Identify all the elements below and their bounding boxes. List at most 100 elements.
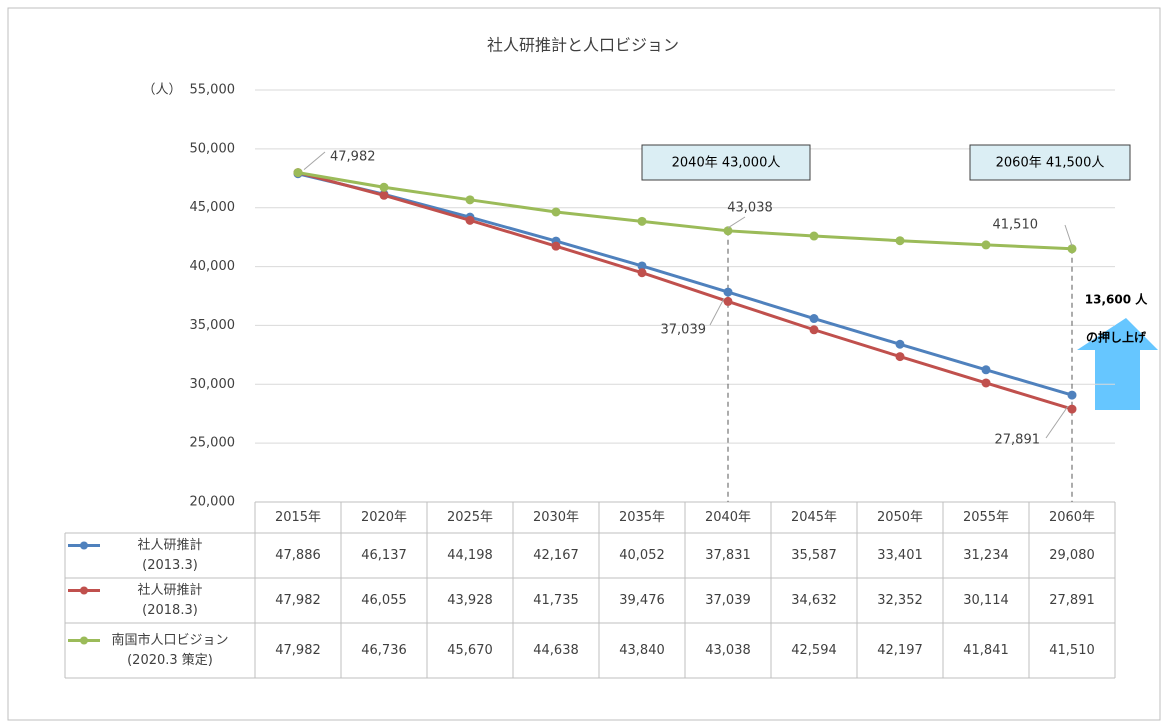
- data-point: [981, 240, 991, 250]
- data-point: [723, 287, 733, 297]
- x-tick-label: 2040年: [705, 510, 751, 525]
- table-cell: 45,670: [447, 643, 493, 658]
- table-cell: 35,587: [791, 548, 837, 563]
- series-line: [297, 171, 1073, 251]
- table-cell: 31,234: [963, 548, 1009, 563]
- legend-marker: [80, 636, 88, 645]
- table-cell: 42,197: [877, 643, 923, 658]
- data-point: [1067, 390, 1077, 400]
- table-cell: 39,476: [619, 593, 665, 608]
- legend-entry: 社人研推計 (2013.3): [137, 537, 203, 573]
- table-cell: 30,114: [963, 593, 1009, 608]
- data-point: [723, 226, 733, 236]
- data-point: [637, 268, 647, 278]
- table-cell: 43,840: [619, 643, 665, 658]
- annotation: の押し上げ: [1086, 330, 1147, 345]
- x-tick-label: 2025年: [447, 510, 493, 525]
- data-point: [809, 325, 819, 335]
- series-line: [297, 171, 1073, 411]
- annotation: 2040年 43,000人: [672, 156, 781, 171]
- data-table: 2015年 2020年 2025年 2030年 2035年 2040年 2045年 2050年…: [64, 501, 1116, 679]
- table-cell: 37,831: [705, 548, 751, 563]
- table-cell: 46,736: [361, 643, 407, 658]
- table-cell: 47,886: [275, 548, 321, 563]
- annotation-box: [969, 144, 1131, 181]
- table-cell: 47,982: [275, 593, 321, 608]
- legend-label: 南国市人口ビジョン (2020.3 策定): [111, 632, 229, 668]
- legend-marker: [80, 541, 88, 550]
- legend-marker: [80, 586, 88, 595]
- data-label: 37,039: [661, 323, 707, 338]
- data-point: [637, 216, 647, 226]
- leader-line: [727, 216, 746, 229]
- data-label: 43,038: [727, 201, 773, 216]
- x-tick-label: 2060年: [1049, 510, 1095, 525]
- data-point: [981, 365, 991, 375]
- y-tick-label: 25,000: [190, 436, 236, 451]
- table-cell: 44,638: [533, 643, 579, 658]
- leader-line: [1045, 405, 1069, 439]
- annotation-box: [641, 144, 811, 181]
- annotation: 2060年 41,500人: [996, 156, 1105, 171]
- data-point: [465, 195, 475, 205]
- data-label: 27,891: [995, 433, 1041, 448]
- data-point: [1067, 244, 1077, 254]
- y-tick-label: 45,000: [190, 200, 236, 215]
- data-point: [637, 261, 647, 271]
- data-point: [981, 378, 991, 388]
- up-arrow: [1077, 318, 1158, 410]
- table-cell: 27,891: [1049, 593, 1095, 608]
- x-tick-label: 2055年: [963, 510, 1009, 525]
- x-tick-label: 2015年: [275, 510, 321, 525]
- table-cell: 32,352: [877, 593, 923, 608]
- leader-line: [1064, 224, 1073, 246]
- table-cell: 43,928: [447, 593, 493, 608]
- data-point: [551, 241, 561, 251]
- data-point: [1067, 404, 1077, 414]
- leader-line: [709, 298, 725, 326]
- data-point: [895, 352, 905, 362]
- table-cell: 47,982: [275, 643, 321, 658]
- x-tick-label: 2035年: [619, 510, 665, 525]
- data-point: [551, 207, 561, 217]
- legend-entry: 社人研推計 (2018.3): [137, 582, 203, 618]
- table-cell: 43,038: [705, 643, 751, 658]
- data-label: 41,510: [993, 218, 1039, 233]
- y-axis-label: （人）: [142, 83, 181, 98]
- data-point: [293, 168, 303, 178]
- annotation: 13,600 人: [1085, 292, 1148, 307]
- chart-title: 社人研推計と人口ビジョン: [487, 36, 679, 55]
- x-tick-label: 2050年: [877, 510, 923, 525]
- legend-label: 社人研推計 (2018.3): [137, 582, 203, 618]
- x-tick-label: 2045年: [791, 510, 837, 525]
- table-cell: 42,594: [791, 643, 837, 658]
- table-cell: 29,080: [1049, 548, 1095, 563]
- data-point: [809, 231, 819, 241]
- y-tick-label: 55,000: [190, 83, 236, 98]
- y-tick-label: 30,000: [190, 377, 236, 392]
- chart-frame: [7, 7, 1161, 721]
- data-point: [723, 296, 733, 306]
- legend-label: 社人研推計 (2013.3): [137, 537, 203, 573]
- data-point: [809, 314, 819, 324]
- legend-entry: 南国市人口ビジョン (2020.3 策定): [111, 632, 229, 668]
- leader-line: [303, 151, 326, 170]
- table-cell: 46,055: [361, 593, 407, 608]
- x-tick-label: 2030年: [533, 510, 579, 525]
- data-point: [895, 339, 905, 349]
- table-cell: 41,735: [533, 593, 579, 608]
- y-tick-label: 20,000: [190, 495, 236, 510]
- y-tick-label: 40,000: [190, 259, 236, 274]
- table-cell: 41,510: [1049, 643, 1095, 658]
- table-cell: 41,841: [963, 643, 1009, 658]
- data-point: [895, 236, 905, 246]
- data-point: [465, 215, 475, 225]
- table-cell: 44,198: [447, 548, 493, 563]
- table-cell: 37,039: [705, 593, 751, 608]
- table-cell: 42,167: [533, 548, 579, 563]
- y-tick-label: 35,000: [190, 318, 236, 333]
- table-cell: 33,401: [877, 548, 923, 563]
- y-tick-label: 50,000: [190, 141, 236, 156]
- data-label: 47,982: [330, 150, 376, 165]
